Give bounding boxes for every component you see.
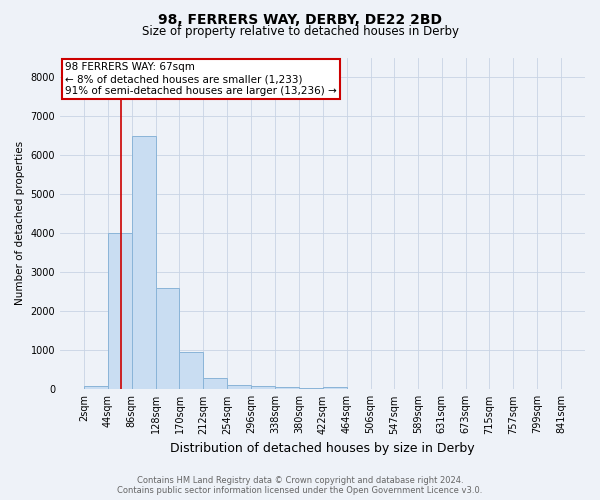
Bar bbox=[131, 136, 155, 390]
Bar bbox=[179, 352, 203, 390]
X-axis label: Distribution of detached houses by size in Derby: Distribution of detached houses by size … bbox=[170, 442, 475, 455]
Bar bbox=[251, 386, 275, 390]
Bar bbox=[203, 378, 227, 390]
Text: Size of property relative to detached houses in Derby: Size of property relative to detached ho… bbox=[142, 25, 458, 38]
Bar bbox=[323, 387, 347, 390]
Bar bbox=[227, 384, 251, 390]
Text: Contains HM Land Registry data © Crown copyright and database right 2024.
Contai: Contains HM Land Registry data © Crown c… bbox=[118, 476, 482, 495]
Text: 98 FERRERS WAY: 67sqm
← 8% of detached houses are smaller (1,233)
91% of semi-de: 98 FERRERS WAY: 67sqm ← 8% of detached h… bbox=[65, 62, 337, 96]
Bar bbox=[84, 386, 108, 390]
Y-axis label: Number of detached properties: Number of detached properties bbox=[15, 142, 25, 306]
Bar bbox=[275, 387, 299, 390]
Bar bbox=[299, 388, 323, 390]
Bar bbox=[155, 288, 179, 390]
Bar bbox=[108, 233, 131, 390]
Text: 98, FERRERS WAY, DERBY, DE22 2BD: 98, FERRERS WAY, DERBY, DE22 2BD bbox=[158, 12, 442, 26]
